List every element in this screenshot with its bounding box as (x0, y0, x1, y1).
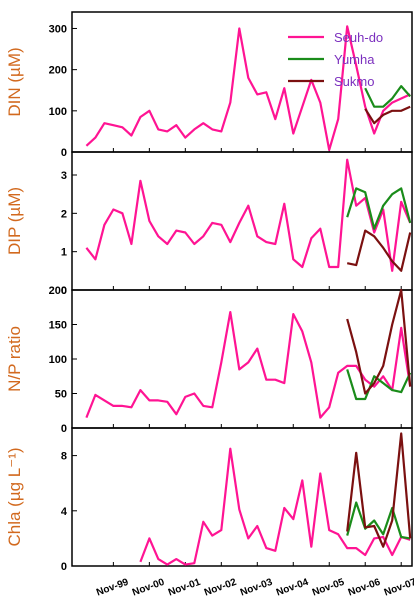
panel-frame (71, 427, 413, 567)
series-line-seuh-do (85, 311, 412, 419)
series-line-yumha (346, 187, 412, 230)
panel-2: 0 1 2 3 DIP (µM) (5, 151, 413, 297)
y-tick-label: 100 (49, 354, 67, 366)
x-tick-label: Nov-00 (131, 577, 167, 599)
legend-label: Seuh-do (334, 30, 383, 45)
y-tick-label: 150 (49, 320, 67, 332)
y-tick-label: 0 (61, 285, 67, 297)
y-tick-label: 2 (61, 208, 67, 220)
series-line-yumha (346, 501, 411, 540)
series-line-sukmo (364, 105, 411, 125)
y-tick-label: 0 (61, 561, 67, 573)
series-line-sukmo (346, 432, 412, 548)
panel-frame (71, 289, 413, 429)
y-tick-label: 200 (49, 65, 67, 77)
y-tick-label: 200 (49, 285, 67, 297)
x-tick-label: Nov-04 (275, 577, 311, 599)
y-tick-label: 0 (61, 423, 67, 435)
series-line-seuh-do (85, 158, 412, 272)
y-tick-label: 1 (61, 247, 67, 259)
panel-frame (71, 151, 413, 291)
panel-3: 0 50 100 150 200 N/P ratio (5, 285, 413, 435)
series-line-yumha (346, 369, 412, 401)
legend-label: Sukmo (334, 74, 374, 89)
series-line-yumha (364, 84, 412, 108)
legend: Seuh-do Yumha Sukmo (288, 30, 383, 89)
y-tick-label: 4 (61, 506, 68, 518)
panels: 0 100 200 300 DIN (µM) 0 1 2 3 DIP (µM) 0 50 100 150 2… (5, 11, 413, 573)
x-tick-label: Nov-07 (383, 577, 414, 599)
series-line-sukmo (346, 288, 412, 395)
y-axis-label: DIN (µM) (5, 47, 24, 116)
y-axis-label: Chla (µg L⁻¹) (5, 447, 24, 546)
y-tick-label: 3 (61, 170, 67, 182)
y-tick-label: 0 (61, 147, 67, 159)
y-axis-label: N/P ratio (5, 326, 24, 392)
x-tick-label: Nov-01 (167, 577, 203, 599)
series-line-seuh-do (85, 25, 411, 151)
y-tick-label: 300 (49, 23, 67, 35)
y-axis-label: DIP (µM) (5, 187, 24, 255)
series-line-sukmo (346, 229, 412, 272)
panel-4: 0 4 8 Chla (µg L⁻¹) (5, 427, 413, 573)
y-tick-label: 100 (49, 106, 67, 118)
legend-label: Yumha (334, 52, 375, 67)
x-tick-label: Nov-02 (203, 577, 239, 599)
x-tick-label: Nov-06 (347, 577, 383, 599)
x-tick-label: Nov-99 (95, 577, 131, 599)
series-line-seuh-do (139, 447, 411, 566)
y-tick-label: 50 (55, 389, 67, 401)
x-tick-label: Nov-03 (239, 577, 275, 599)
x-tick-label: Nov-05 (311, 577, 347, 599)
x-axis: Nov-99 Nov-00 Nov-01 Nov-02 Nov-03 Nov-04 Nov-… (95, 577, 414, 599)
y-tick-label: 8 (61, 451, 67, 463)
